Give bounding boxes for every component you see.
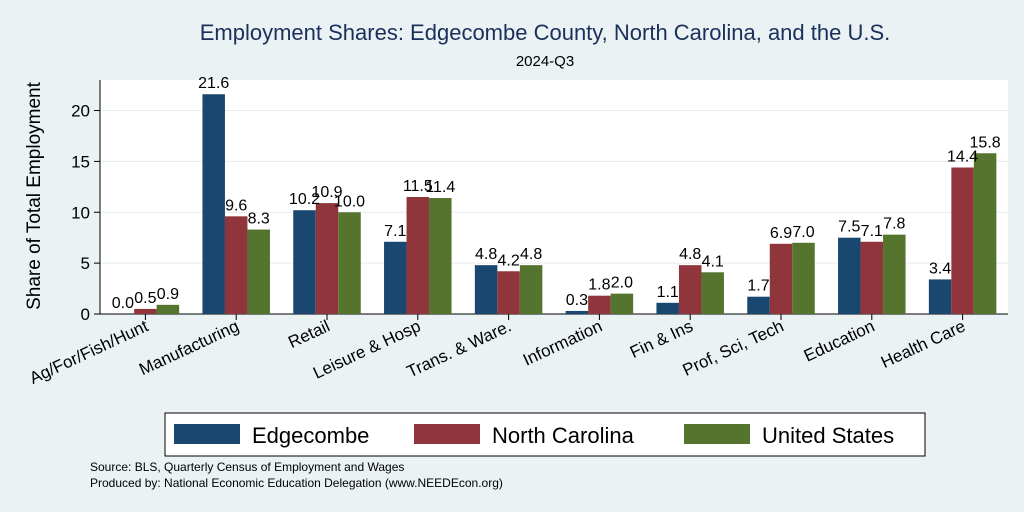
y-tick-label: 10 (71, 203, 90, 222)
data-label: 0.3 (566, 292, 588, 309)
data-label: 7.1 (861, 223, 883, 240)
value-labels-layer: 0.0 0.5 0.9 21.6 9.68.3 10.210.910.0 7.1 11.511… (112, 75, 1001, 312)
category-label: Retail (285, 316, 332, 352)
data-label: 2.0 (611, 275, 633, 292)
category-label: Education (801, 316, 878, 365)
category-label: Prof, Sci, Tech (680, 316, 787, 379)
data-label: 10.9 (311, 184, 342, 201)
legend-swatch (684, 424, 750, 444)
legend: Edgecombe North Carolina United States (164, 412, 926, 457)
bar (224, 216, 248, 314)
data-label: 14.4 (947, 148, 978, 165)
bar (134, 308, 157, 314)
data-label: 7.1 (384, 223, 406, 240)
category-label: Ag/For/Fish/Hunt (27, 316, 152, 388)
category-label: Health Care (878, 316, 968, 372)
data-label: 0.0 (112, 295, 134, 312)
legend-swatch (174, 424, 240, 444)
chart-subtitle: 2024-Q3 (516, 53, 574, 70)
data-label: 1.8 (588, 277, 610, 294)
bar (928, 279, 952, 314)
bar (474, 265, 498, 314)
category-label: Trans. & Ware. (404, 316, 514, 381)
data-label: 1.7 (747, 278, 769, 295)
bar (973, 153, 997, 314)
data-label: 4.8 (679, 246, 701, 263)
bar (883, 234, 906, 314)
category-label: Fin & Ins (627, 316, 696, 362)
legend-box (164, 412, 926, 457)
y-tick-label: 0 (81, 305, 90, 324)
bar (678, 265, 702, 314)
data-label: 4.1 (702, 253, 724, 270)
bars-layer (134, 94, 997, 315)
data-label: 11.4 (425, 179, 455, 196)
category-label: Manufacturing (136, 316, 242, 379)
data-label: 7.8 (883, 216, 905, 233)
bar (497, 271, 520, 314)
bar (610, 293, 634, 314)
data-label: 4.8 (520, 246, 542, 263)
data-label: 4.8 (475, 246, 497, 263)
bar (565, 310, 589, 314)
y-axis-label: Share of Total Employment (24, 81, 45, 309)
y-tick-label: 15 (71, 152, 90, 171)
bar (588, 295, 611, 314)
bar (769, 243, 793, 314)
bar (747, 296, 770, 314)
data-label: 10.0 (334, 193, 365, 210)
bar (156, 304, 180, 314)
data-label: 21.6 (198, 75, 229, 92)
bar (247, 229, 270, 314)
y-tick-label: 20 (71, 102, 90, 121)
chart-title: Employment Shares: Edgecombe County, Nor… (200, 20, 891, 45)
bar (315, 203, 339, 314)
bar (951, 167, 974, 314)
data-label: 8.3 (248, 211, 270, 228)
bar (701, 272, 724, 314)
bar (338, 212, 361, 314)
y-tick-label: 5 (81, 254, 90, 273)
bar (656, 302, 679, 314)
data-label: 1.1 (657, 284, 679, 301)
legend-label: North Carolina (492, 423, 635, 448)
data-label: 4.2 (497, 252, 519, 269)
legend-swatch (414, 424, 480, 444)
legend-label: United States (762, 423, 894, 448)
bar (519, 265, 543, 314)
bar (860, 241, 884, 314)
source-note: Source: BLS, Quarterly Census of Employm… (90, 460, 404, 474)
data-label: 10.2 (289, 191, 320, 208)
data-label: 6.9 (770, 225, 792, 242)
bar (429, 198, 452, 314)
data-label: 9.6 (225, 197, 247, 214)
data-label: 3.4 (929, 260, 951, 277)
data-label: 0.5 (134, 290, 156, 307)
data-label: 11.5 (403, 178, 433, 195)
data-label: 15.8 (970, 134, 1001, 151)
bar (384, 241, 407, 314)
bar (838, 237, 861, 314)
data-label: 7.0 (792, 224, 814, 241)
data-label: 7.5 (838, 219, 860, 236)
data-label: 0.9 (157, 286, 179, 303)
category-label: Information (520, 316, 605, 369)
bar (293, 210, 316, 314)
legend-label: Edgecombe (252, 423, 369, 448)
produced-by-note: Produced by: National Economic Education… (90, 476, 503, 490)
bar (202, 94, 225, 315)
bar (792, 242, 815, 314)
bar (406, 197, 430, 314)
